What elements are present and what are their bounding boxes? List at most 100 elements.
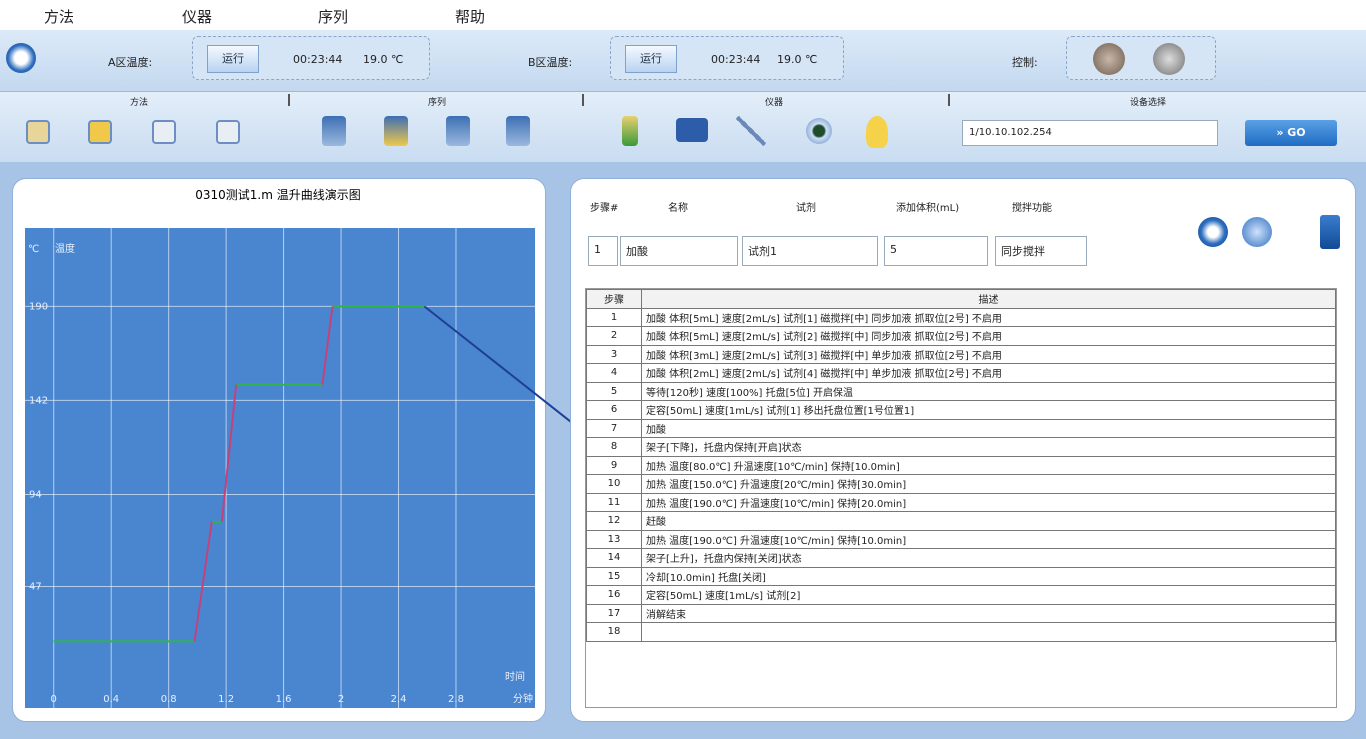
desc-cell: 加酸 体积[2mL] 速度[2mL/s] 试剂[4] 磁搅拌[中] 单步加液 抓… (641, 363, 1336, 383)
desc-cell (641, 622, 1336, 642)
step-cell: 16 (586, 585, 642, 605)
table-row[interactable]: 1 加酸 体积[5mL] 速度[2mL/s] 试剂[1] 磁搅拌[中] 同步加液 … (586, 307, 1336, 327)
desc-cell: 加酸 体积[5mL] 速度[2mL/s] 试剂[2] 磁搅拌[中] 同步加液 抓… (641, 326, 1336, 346)
group-label: 序列 (428, 98, 447, 108)
table-row[interactable]: 16 定容[50mL] 速度[1mL/s] 试剂[2] (586, 585, 1336, 605)
desc-cell: 加酸 体积[3mL] 速度[2mL/s] 试剂[3] 磁搅拌[中] 单步加液 抓… (641, 344, 1336, 364)
desc-cell: 加酸 体积[5mL] 速度[2mL/s] 试剂[1] 磁搅拌[中] 同步加液 抓… (641, 307, 1336, 327)
go-label[interactable]: GO (1287, 126, 1306, 139)
data-line (423, 305, 582, 431)
tool-icon[interactable] (26, 120, 50, 144)
step-cell: 10 (586, 474, 642, 494)
status-bar: A区温度: 运行 00:23:44 19.0 ℃ B区温度: 运行 00:23:… (0, 30, 1366, 92)
tool-icon[interactable] (676, 118, 708, 142)
control-button[interactable] (1153, 43, 1185, 75)
action-button[interactable] (1242, 217, 1272, 247)
desc-cell: 消解结束 (641, 603, 1336, 623)
desc-cell: 架子[下降]，托盘内保持[开启]状态 (641, 437, 1336, 457)
run-button[interactable]: 运行 (207, 45, 259, 73)
step-cell: 17 (586, 603, 642, 623)
table-row[interactable]: 5 等待[120秒] 速度[100%] 托盘[5位] 开启保温 (586, 381, 1336, 401)
table-row[interactable]: 15 冷却[10.0min] 托盘[关闭] (586, 566, 1336, 586)
zone-time: 00:23:44 (711, 53, 761, 66)
tool-icon[interactable] (88, 120, 112, 144)
field-label: 步骤# (590, 203, 619, 214)
desc-cell: 架子[上升]，托盘内保持[关闭]状态 (641, 548, 1336, 568)
action-button[interactable] (1198, 217, 1228, 247)
x-tick-label: 1.2 (218, 694, 234, 705)
desc-cell: 定容[50mL] 速度[1mL/s] 试剂[1] 移出托盘位置[1号位置1] (641, 400, 1336, 420)
table-row[interactable]: 14 架子[上升]，托盘内保持[关闭]状态 (586, 548, 1336, 568)
tool-icon[interactable] (446, 116, 470, 146)
table-row[interactable]: 17 消解结束 (586, 603, 1336, 623)
table-row[interactable]: 10 加热 温度[150.0℃] 升温速度[20℃/min] 保持[30.0min… (586, 474, 1336, 494)
menu-item[interactable]: 序列 (318, 8, 349, 26)
field-label: 试剂 (796, 203, 816, 214)
step-cell: 4 (586, 363, 642, 383)
field-input[interactable]: 加酸 (620, 236, 738, 266)
x-tick-label: 0 (51, 694, 57, 705)
step-cell: 5 (586, 381, 642, 401)
run-button[interactable]: 运行 (625, 45, 677, 73)
table-row[interactable]: 7 加酸 (586, 418, 1336, 438)
step-cell: 7 (586, 418, 642, 438)
tool-icon[interactable] (622, 116, 638, 146)
step-table-frame: 步骤 描述 1 加酸 体积[5mL] 速度[2mL/s] 试剂[1] 磁搅拌[中]… (585, 288, 1337, 708)
control-group (1066, 36, 1216, 80)
menu-item[interactable]: 仪器 (182, 8, 213, 26)
field-input[interactable]: 同步搅拌 (995, 236, 1087, 266)
tool-icon[interactable] (384, 116, 408, 146)
field-input[interactable]: 5 (884, 236, 988, 266)
tool-icon[interactable] (736, 116, 766, 146)
toolbar: 方法 序列 仪器 设备选择 1/10.10.102.254 » GO (0, 92, 1366, 162)
step-cell: 12 (586, 511, 642, 531)
tool-icon[interactable] (152, 120, 176, 144)
field-label: 搅拌功能 (1012, 203, 1052, 214)
table-row[interactable]: 9 加热 温度[80.0℃] 升温速度[10℃/min] 保持[10.0min] (586, 455, 1336, 475)
table-row[interactable]: 13 加热 温度[190.0℃] 升温速度[10℃/min] 保持[10.0min… (586, 529, 1336, 549)
tool-icon[interactable] (506, 116, 530, 146)
tool-icon[interactable] (322, 116, 346, 146)
tool-icon[interactable] (806, 118, 832, 144)
step-cell: 8 (586, 437, 642, 457)
step-cell: 1 (586, 307, 642, 327)
zone-label: A区温度: (108, 56, 153, 69)
control-button[interactable] (1093, 43, 1125, 75)
desc-cell: 加酸 (641, 418, 1336, 438)
zone-temp: 19.0 ℃ (363, 53, 404, 66)
field-input[interactable]: 1 (588, 236, 618, 266)
column-header: 描述 (641, 289, 1336, 309)
tool-icon[interactable] (216, 120, 240, 144)
y-tick-label: 142 (29, 395, 48, 406)
x-tick-label: 2.4 (391, 694, 407, 705)
table-row[interactable]: 2 加酸 体积[5mL] 速度[2mL/s] 试剂[2] 磁搅拌[中] 同步加液 … (586, 326, 1336, 346)
menu-item[interactable]: 方法 (44, 8, 75, 26)
table-row[interactable]: 6 定容[50mL] 速度[1mL/s] 试剂[1] 移出托盘位置[1号位置1] (586, 400, 1336, 420)
table-row[interactable]: 12 赶酸 (586, 511, 1336, 531)
go-button[interactable]: » GO (1245, 120, 1337, 146)
delete-button[interactable] (1320, 215, 1340, 249)
separator (948, 94, 950, 106)
x-tick-label: 2 (338, 694, 344, 705)
plot-area (25, 228, 535, 708)
separator (288, 94, 290, 106)
y-tick-label: 190 (29, 301, 48, 312)
table-row[interactable]: 8 架子[下降]，托盘内保持[开启]状态 (586, 437, 1336, 457)
tool-icon[interactable] (866, 116, 888, 148)
column-header: 步骤 (586, 289, 642, 309)
data-line (193, 306, 334, 642)
desc-cell: 等待[120秒] 速度[100%] 托盘[5位] 开启保温 (641, 381, 1336, 401)
table-row[interactable]: 18 (586, 622, 1336, 642)
zone-group: 运行 00:23:44 19.0 ℃ (192, 36, 430, 80)
table-row[interactable]: 4 加酸 体积[2mL] 速度[2mL/s] 试剂[4] 磁搅拌[中] 单步加液 … (586, 363, 1336, 383)
field-input[interactable]: 试剂1 (742, 236, 878, 266)
step-cell: 13 (586, 529, 642, 549)
menu-item[interactable]: 帮助 (455, 8, 486, 26)
menu-bar: 方法 仪器 序列 帮助 (0, 0, 1366, 30)
y-axis-label: 温度 (55, 242, 75, 255)
table-row[interactable]: 3 加酸 体积[3mL] 速度[2mL/s] 试剂[3] 磁搅拌[中] 单步加液 … (586, 344, 1336, 364)
table-row[interactable]: 11 加热 温度[190.0℃] 升温速度[10℃/min] 保持[20.0min… (586, 492, 1336, 512)
device-select[interactable]: 1/10.10.102.254 (962, 120, 1218, 146)
x-tick-label: 0.4 (103, 694, 119, 705)
step-cell: 9 (586, 455, 642, 475)
